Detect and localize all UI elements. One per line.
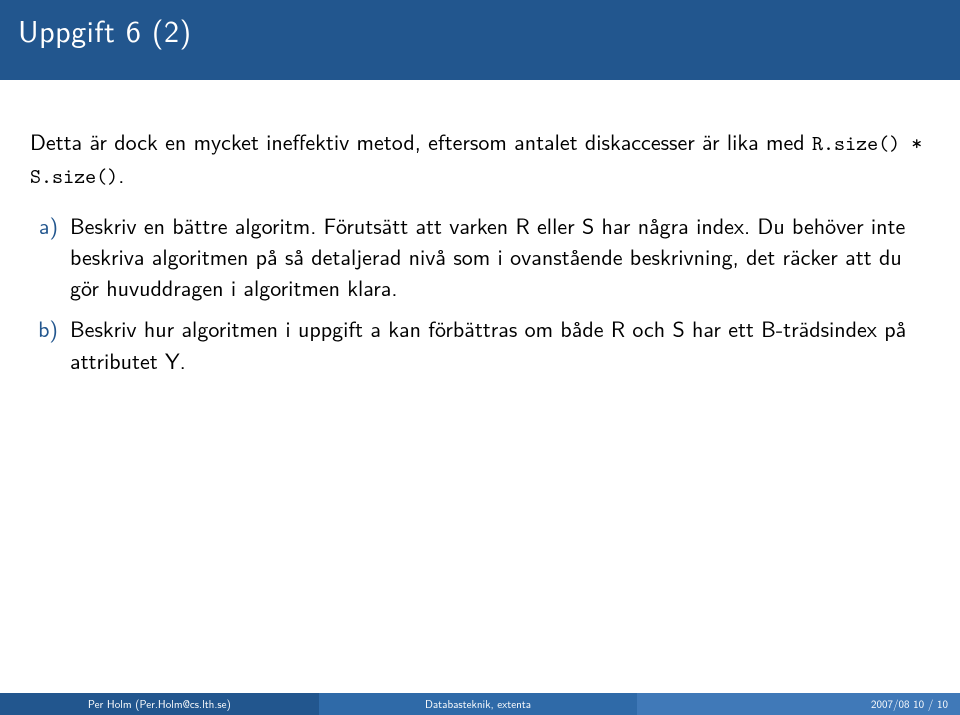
enum-list: a) Beskriv en bättre algoritm. Förutsätt… — [30, 210, 930, 376]
list-item: b) Beskriv hur algoritmen i uppgift a ka… — [30, 313, 930, 375]
footer-title-text: Databasteknik, extenta — [425, 696, 531, 712]
item-marker: a) — [30, 210, 70, 304]
item-marker: b) — [30, 313, 70, 375]
footer-author: Per Holm (Per.Holm@cs.lth.se) — [0, 693, 319, 715]
footer-page-text: 2007/08 10 / 10 — [871, 696, 948, 712]
item-body: Beskriv en bättre algoritm. Förutsätt at… — [70, 210, 930, 304]
intro-paragraph: Detta är dock en mycket ineffektiv metod… — [30, 126, 930, 192]
footer-title: Databasteknik, extenta — [319, 693, 638, 715]
slide-header: Uppgift 6 (2) — [0, 0, 960, 80]
intro-post: . — [118, 158, 124, 190]
item-body: Beskriv hur algoritmen i uppgift a kan f… — [70, 313, 930, 375]
slide-footer: Per Holm (Per.Holm@cs.lth.se) Databastek… — [0, 693, 960, 715]
slide-title: Uppgift 6 (2) — [18, 8, 192, 52]
footer-author-text: Per Holm (Per.Holm@cs.lth.se) — [88, 696, 231, 712]
intro-pre: Detta är dock en mycket ineffektiv metod… — [30, 125, 812, 157]
list-item: a) Beskriv en bättre algoritm. Förutsätt… — [30, 210, 930, 304]
slide-content: Detta är dock en mycket ineffektiv metod… — [0, 80, 960, 376]
footer-page: 2007/08 10 / 10 — [637, 693, 960, 715]
